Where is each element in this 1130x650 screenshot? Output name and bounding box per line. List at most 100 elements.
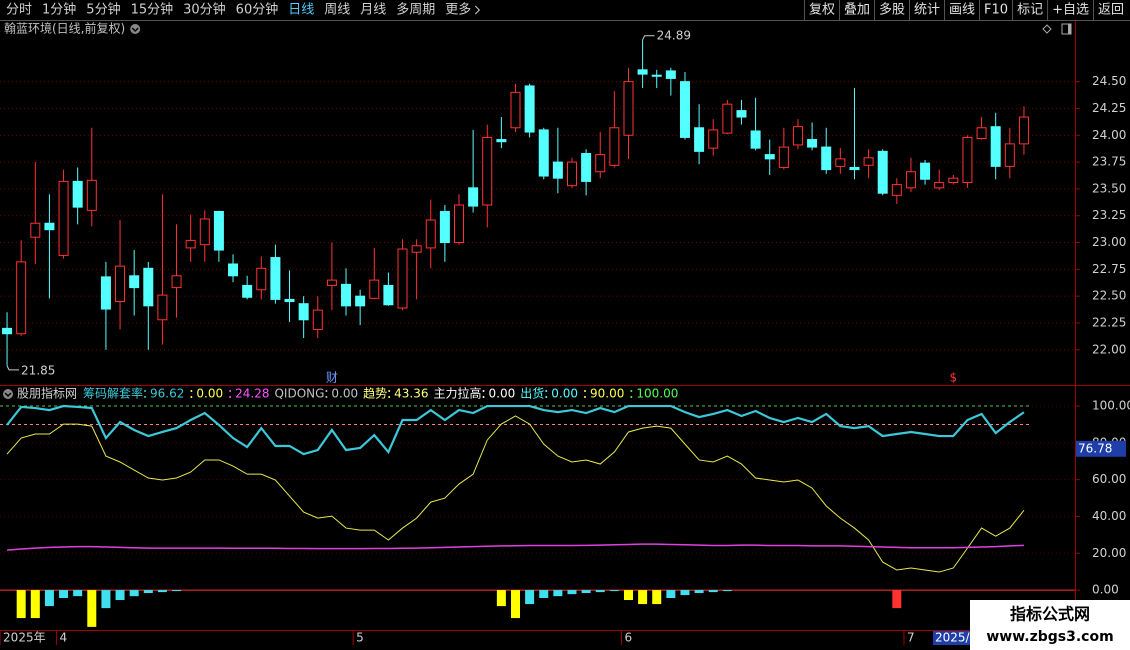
x-tick-label: 6 (624, 631, 632, 645)
candle-body (439, 210, 450, 244)
y-tick-label: 23.00 (1092, 235, 1126, 249)
candle-body (566, 161, 577, 187)
candle-body (976, 127, 987, 139)
candle-body (877, 150, 888, 194)
toolbar-tab[interactable]: 日线 (288, 3, 314, 18)
toolbar-tab[interactable]: 1分钟 (42, 2, 76, 18)
toolbar-button[interactable]: 返回 (1098, 3, 1124, 18)
candle-body (891, 184, 902, 196)
watermark-url: www.zbgs3.com (986, 629, 1113, 645)
toolbar-tab[interactable]: 分时 (6, 3, 32, 18)
toolbar-button[interactable]: 叠加 (844, 3, 870, 18)
y-tick-label: 24.50 (1092, 74, 1126, 88)
title-menu-icon (130, 24, 141, 34)
y-tick-label: 24.25 (1092, 101, 1126, 115)
top-icons (1042, 23, 1072, 35)
separator-dot (630, 390, 633, 392)
indicator-bar (539, 590, 549, 598)
candle-body (538, 129, 549, 177)
toolbar-tab[interactable]: 更多 (445, 2, 471, 18)
candle-body (651, 74, 662, 77)
candle-body (369, 279, 380, 299)
candle-body (609, 127, 620, 166)
candle-body (115, 265, 126, 303)
separator-dot (229, 396, 232, 398)
min-leader (6, 365, 20, 371)
toolbar-button[interactable]: +自选 (1052, 3, 1089, 18)
indicator-bar (525, 590, 535, 605)
y-tick-label: 40.00 (1092, 509, 1126, 523)
legend-value: 100.00 (636, 387, 678, 401)
candle-body (665, 70, 676, 79)
toolbar-button[interactable]: F10 (984, 3, 1008, 18)
y-tick-label: 24.00 (1092, 128, 1126, 142)
separator-dot (545, 396, 548, 398)
candle-body (298, 303, 309, 321)
indicator-bar (44, 590, 54, 607)
indicator-bar (143, 590, 153, 594)
indicator-bar (101, 590, 111, 609)
candle-body (581, 153, 592, 182)
separator-dot (482, 396, 485, 398)
toolbar-button[interactable]: 复权 (809, 2, 835, 18)
title-menu-chevron (131, 27, 139, 33)
max-label: 24.89 (657, 28, 691, 42)
candle-body (468, 187, 479, 207)
candle-body (496, 139, 507, 143)
toolbar-tab[interactable]: 15分钟 (131, 2, 174, 18)
separator-dot (325, 396, 328, 398)
indicator-line (6, 415, 1025, 573)
event-mark: 财 (326, 371, 338, 385)
indicator-bar (115, 590, 125, 601)
indicator-bar (638, 590, 648, 605)
candle-body (157, 294, 168, 321)
candle-body (143, 267, 154, 307)
indicator-bar (680, 590, 690, 596)
candle-body (736, 110, 747, 118)
indicator-bar (567, 590, 577, 595)
separator-dot (229, 390, 232, 392)
toolbar-tab[interactable]: 5分钟 (86, 2, 120, 18)
toolbar-tab[interactable]: 周线 (324, 3, 350, 18)
x-tick-label: 4 (60, 631, 68, 645)
toolbar-tab[interactable]: 多周期 (396, 2, 435, 18)
legend-name: QIDONG (274, 387, 324, 401)
legend-name: 出货 (520, 386, 544, 401)
candle-body (326, 279, 337, 286)
indicator-bar (595, 590, 605, 593)
toolbar-button[interactable]: 标记 (1017, 3, 1043, 18)
candle-body (454, 204, 465, 244)
candle-body (355, 295, 366, 307)
toolbar-tab[interactable]: 月线 (360, 3, 386, 18)
indicator-bar (609, 590, 619, 592)
candle-body (595, 154, 606, 173)
y-tick-label: 22.50 (1092, 289, 1126, 303)
legend-value: 0.00 (551, 387, 578, 401)
y-tick-label: 0.00 (1092, 583, 1119, 597)
toolbar-button[interactable]: 多股 (879, 2, 905, 18)
legend-value: 0.00 (331, 387, 358, 401)
candle-body (948, 177, 959, 183)
toolbar-tab[interactable]: 30分钟 (183, 2, 226, 18)
toolbar-tab[interactable]: 60分钟 (236, 2, 279, 18)
indicator-menu-chevron (4, 392, 12, 398)
legend-name: 筹码解套率 (83, 386, 143, 401)
candle-body (679, 81, 690, 138)
chart-title: 翰蓝环境(日线,前复权) (4, 21, 125, 36)
candle-body (425, 219, 436, 249)
y-tick-label: 23.50 (1092, 181, 1126, 195)
candle-body (524, 85, 535, 133)
indicator-bar (892, 590, 902, 609)
y-tick-label: 100.00 (1092, 399, 1130, 413)
x-tick-label: 7 (907, 631, 915, 645)
toolbar-button[interactable]: 统计 (914, 3, 940, 18)
separator-dot (190, 396, 193, 398)
toolbar-button[interactable]: 画线 (949, 3, 975, 18)
indicator-title: 股朋指标网 (17, 386, 77, 401)
candle-body (213, 210, 224, 251)
candle-body (778, 146, 789, 168)
candle-body (835, 158, 846, 167)
separator-dot (583, 396, 586, 398)
candle-body (72, 180, 83, 208)
